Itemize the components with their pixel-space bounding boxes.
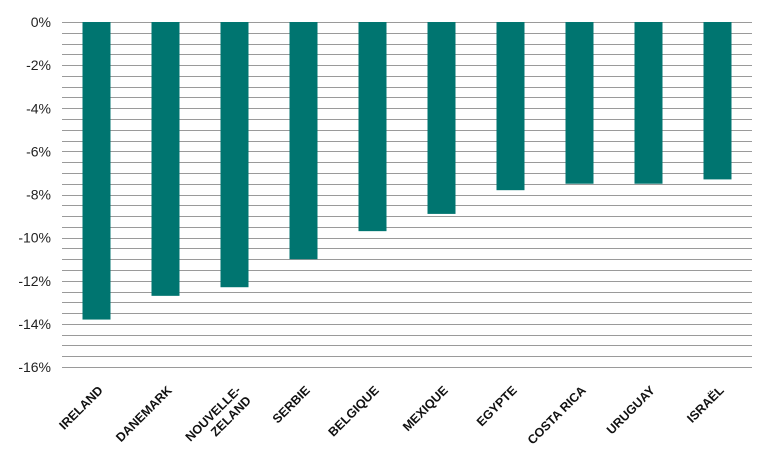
- y-axis: 0% -2% -4% -6% -8% -10% -12% -14% -16%: [18, 14, 51, 375]
- x-category-label: COSTA RICA: [525, 383, 589, 447]
- bar: [427, 22, 456, 214]
- x-category-label: EGYPTE: [474, 383, 520, 429]
- x-category-label: BELGIQUE: [326, 383, 382, 439]
- bar: [151, 22, 180, 296]
- bar: [289, 22, 318, 260]
- x-category-label: IRELAND: [57, 383, 106, 432]
- bar: [220, 22, 249, 288]
- y-tick-label: -12%: [18, 273, 51, 289]
- x-category-label: ISRAËL: [684, 382, 727, 425]
- y-tick-label: -10%: [18, 230, 51, 246]
- bars: [82, 22, 732, 320]
- bar: [634, 22, 663, 184]
- bar: [496, 22, 525, 191]
- x-axis-labels: IRELAND DANEMARK NOUVELLE-ZELAND SERBIE BELG…: [57, 382, 727, 454]
- x-category-label: URUGUAY: [604, 383, 658, 437]
- bar: [565, 22, 594, 184]
- x-category-label: SERBIE: [270, 383, 313, 426]
- bar: [358, 22, 387, 232]
- y-tick-label: -6%: [26, 143, 51, 159]
- x-category-label: DANEMARK: [113, 383, 174, 444]
- bar: [703, 22, 732, 180]
- x-category-label: NOUVELLE-ZELAND: [183, 383, 254, 454]
- x-category-label: MEXIQUE: [400, 383, 451, 434]
- y-tick-label: -2%: [26, 57, 51, 73]
- y-tick-label: -14%: [18, 316, 51, 332]
- y-tick-label: -16%: [18, 359, 51, 375]
- y-tick-label: -8%: [26, 187, 51, 203]
- y-tick-label: 0%: [31, 14, 51, 30]
- y-tick-label: -4%: [26, 100, 51, 116]
- bar: [82, 22, 111, 320]
